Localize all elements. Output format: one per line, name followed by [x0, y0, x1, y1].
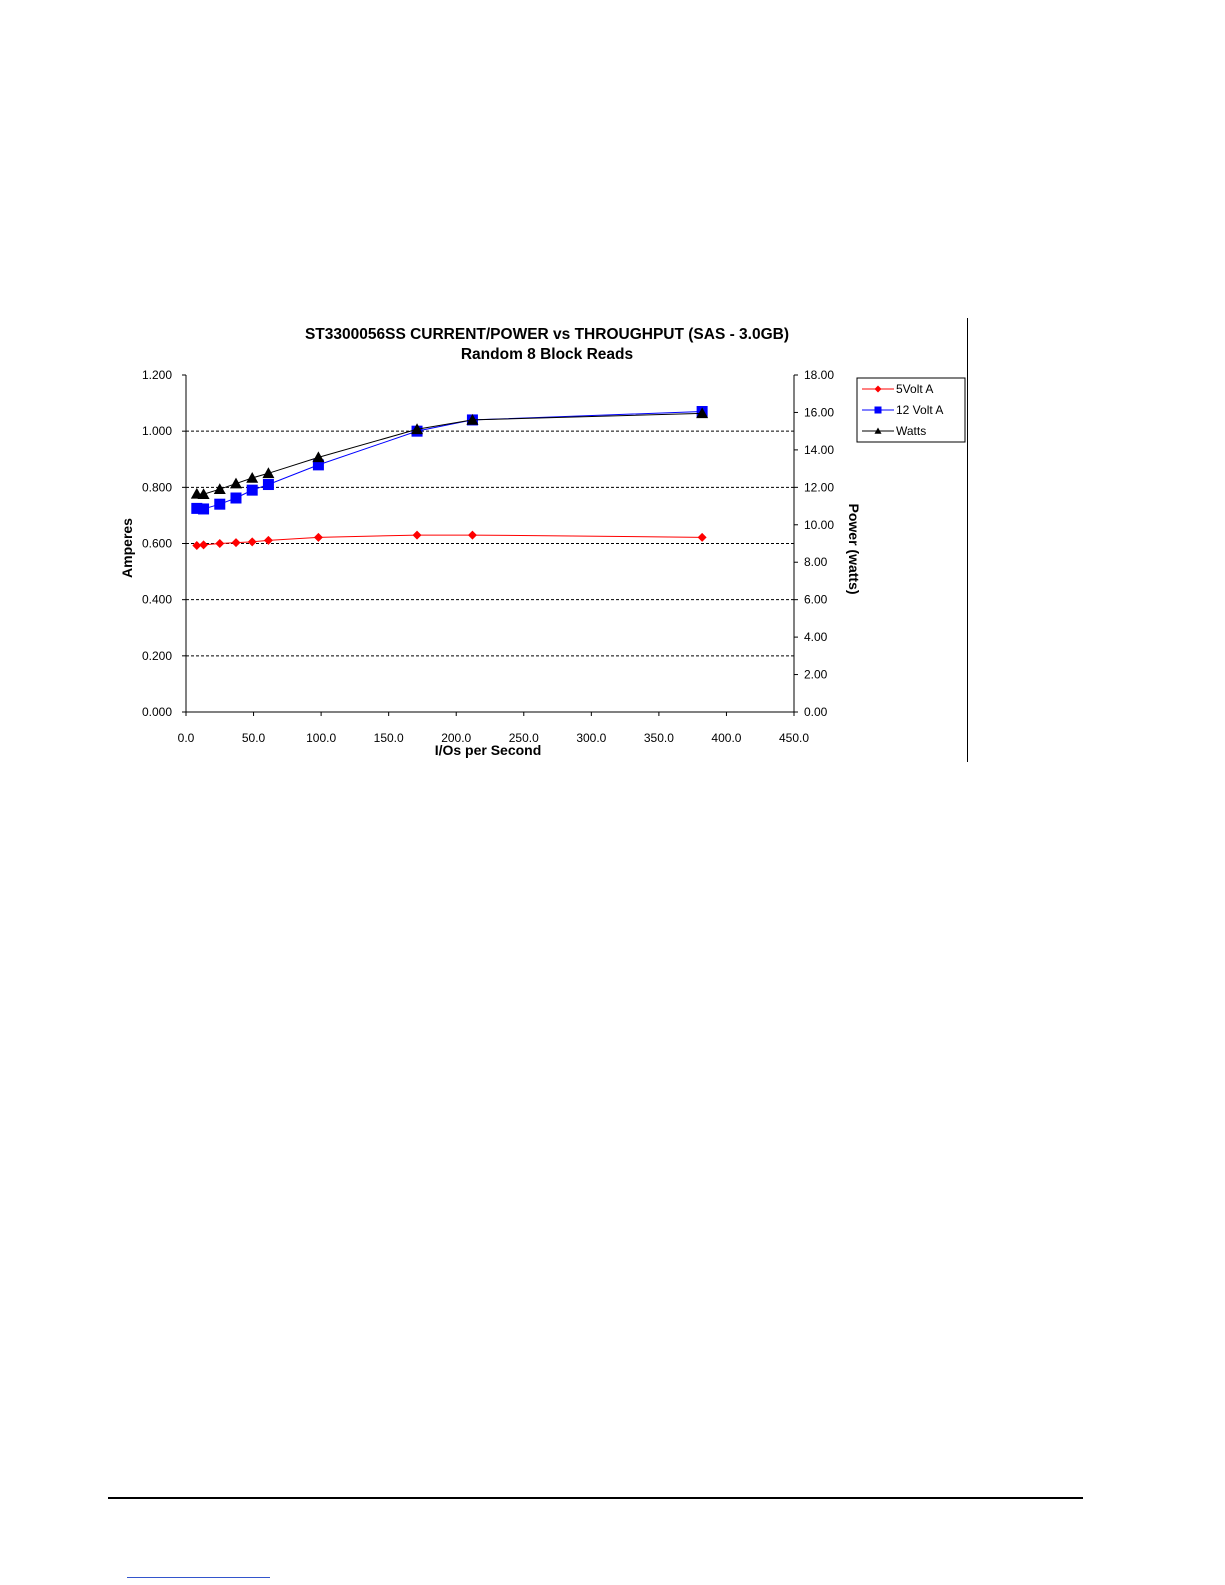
y2-tick-label: 10.00 — [804, 518, 834, 532]
data-point-5volt-a — [247, 537, 257, 547]
y2-tick-label: 6.00 — [804, 593, 828, 607]
y-tick-label: 1.000 — [142, 424, 172, 438]
y2-tick-label: 16.00 — [804, 405, 834, 419]
data-point-watts — [246, 471, 259, 483]
data-point-12-volt-a — [312, 459, 324, 471]
x-tick-label: 0.0 — [178, 731, 195, 745]
data-point-5volt-a — [467, 530, 477, 540]
data-point-watts — [466, 413, 479, 425]
data-point-5volt-a — [697, 532, 707, 542]
plot-area — [190, 406, 709, 550]
y2-tick-label: 0.00 — [804, 705, 828, 719]
y2-tick-label: 4.00 — [804, 630, 828, 644]
legend-label-watts: Watts — [896, 424, 926, 438]
y-tick-label: 0.600 — [142, 537, 172, 551]
data-point-5volt-a — [263, 535, 273, 545]
legend-label-5volt-a: 5Volt A — [896, 382, 933, 396]
legend-marker-5volt-a — [874, 385, 882, 393]
x-tick-label: 50.0 — [242, 731, 266, 745]
y-tick-label: 0.400 — [142, 593, 172, 607]
data-point-12-volt-a — [198, 503, 210, 515]
chart-subtitle: Random 8 Block Reads — [461, 346, 633, 363]
y2-tick-label: 2.00 — [804, 668, 828, 682]
x-axis-label: I/Os per Second — [435, 742, 542, 758]
y2-tick-label: 14.00 — [804, 443, 834, 457]
y-axis-label: Amperes — [119, 518, 135, 578]
data-point-5volt-a — [215, 539, 225, 548]
legend: 5Volt A 12 Volt A Watts — [856, 377, 966, 443]
x-tick-label: 250.0 — [509, 731, 539, 745]
series-line-5volt-a — [196, 534, 703, 546]
data-point-watts — [262, 467, 275, 479]
data-point-watts — [312, 451, 325, 463]
chart-title: ST3300056SS CURRENT/POWER vs THROUGHPUT … — [305, 326, 789, 343]
data-point-watts — [197, 488, 210, 500]
x-tick-label: 100.0 — [306, 731, 336, 745]
x-tick-label: 300.0 — [576, 731, 606, 745]
y2-tick-label: 8.00 — [804, 555, 828, 569]
data-point-12-volt-a — [191, 502, 203, 514]
series-line-watts — [196, 412, 703, 495]
series-line-12-volt-a — [196, 411, 703, 510]
footer-link-underline — [127, 1577, 270, 1578]
data-point-12-volt-a — [230, 492, 242, 504]
data-point-watts — [696, 407, 709, 419]
data-point-5volt-a — [313, 532, 323, 542]
legend-marker-12-volt-a — [874, 406, 882, 414]
y-tick-label: 0.000 — [142, 705, 172, 719]
data-point-watts — [213, 483, 226, 495]
y-tick-label: 0.800 — [142, 480, 172, 494]
x-tick-label: 150.0 — [374, 731, 404, 745]
data-point-12-volt-a — [214, 498, 226, 510]
data-point-12-volt-a — [246, 484, 258, 496]
data-point-5volt-a — [199, 540, 209, 550]
data-point-5volt-a — [231, 538, 241, 548]
data-point-5volt-a — [192, 540, 202, 550]
grid-lines — [186, 430, 794, 657]
y-tick-label: 0.200 — [142, 649, 172, 663]
x-tick-label: 200.0 — [441, 731, 471, 745]
x-tick-label: 400.0 — [711, 731, 741, 745]
data-point-12-volt-a — [262, 479, 274, 491]
data-point-watts — [229, 477, 242, 489]
chart-frame-right-edge — [967, 318, 968, 762]
footer-rule — [108, 1497, 1083, 1499]
y2-tick-label: 18.00 — [804, 368, 834, 382]
data-point-5volt-a — [412, 530, 422, 540]
data-point-watts — [411, 423, 424, 435]
y2-tick-label: 12.00 — [804, 480, 834, 494]
axes: 0.000 0.200 0.400 0.600 0.800 1.000 1.200 0.00 2… — [142, 368, 834, 745]
legend-marker-watts — [874, 427, 882, 434]
x-tick-label: 450.0 — [779, 731, 809, 745]
legend-label-12-volt-a: 12 Volt A — [896, 403, 943, 417]
x-tick-label: 350.0 — [644, 731, 674, 745]
y-tick-label: 1.200 — [142, 368, 172, 382]
y2-axis-label: Power (watts) — [846, 503, 862, 594]
